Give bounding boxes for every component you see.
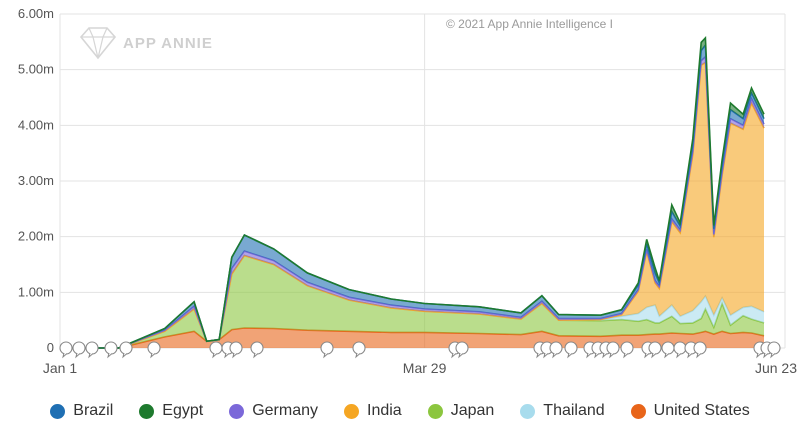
annotation-bubble-icon[interactable] bbox=[85, 341, 99, 359]
legend-swatch bbox=[229, 403, 245, 419]
annotation-bubble-icon[interactable] bbox=[540, 341, 554, 359]
legend-item-united-states[interactable]: United States bbox=[630, 402, 750, 420]
legend-item-germany[interactable]: Germany bbox=[229, 402, 318, 420]
annotation-bubble-icon[interactable] bbox=[767, 341, 781, 359]
axes: 0 1.00m 2.00m 3.00m 4.00m 5.00m 6.00m Jan 1 Mar … bbox=[18, 6, 797, 376]
annotation-bubble-icon[interactable] bbox=[72, 341, 86, 359]
annotation-bubble-icon[interactable] bbox=[673, 341, 687, 359]
stacked-area-chart: APP ANNIE © 2021 App Annie Intelligence … bbox=[18, 6, 797, 376]
annotation-bubble-icon[interactable] bbox=[250, 341, 264, 359]
annotation-bubble-icon[interactable] bbox=[59, 341, 73, 359]
annotation-bubble-icon[interactable] bbox=[693, 341, 707, 359]
legend-swatch bbox=[630, 403, 646, 419]
x-tick-label: Jun 23 bbox=[755, 360, 797, 376]
annotation-bubble-icon[interactable] bbox=[104, 341, 118, 359]
annotation-bubble-icon[interactable] bbox=[549, 341, 563, 359]
watermark-brand: APP ANNIE bbox=[123, 35, 213, 52]
annotation-bubble-icon[interactable] bbox=[620, 341, 634, 359]
annotation-markers bbox=[59, 341, 781, 359]
legend-item-japan[interactable]: Japan bbox=[427, 402, 495, 420]
copyright-credit: © 2021 App Annie Intelligence I bbox=[446, 17, 613, 31]
chart-legend: Brazil Egypt Germany India Japan Thailand Unit… bbox=[0, 402, 800, 420]
legend-label: Thailand bbox=[543, 402, 605, 419]
annotation-bubble-icon[interactable] bbox=[648, 341, 662, 359]
annotation-bubble-icon[interactable] bbox=[661, 341, 675, 359]
y-tick-label: 3.00m bbox=[18, 173, 54, 188]
annotation-bubble-icon[interactable] bbox=[564, 341, 578, 359]
diamond-icon bbox=[79, 27, 117, 60]
legend-swatch bbox=[139, 403, 155, 419]
legend-item-india[interactable]: India bbox=[344, 402, 402, 420]
legend-label: Germany bbox=[252, 402, 318, 419]
annotation-bubble-icon[interactable] bbox=[606, 341, 620, 359]
annotation-bubble-icon[interactable] bbox=[455, 341, 469, 359]
legend-label: Egypt bbox=[162, 402, 204, 419]
annotation-bubble-icon[interactable] bbox=[684, 341, 698, 359]
area-japan bbox=[60, 255, 764, 348]
legend-swatch bbox=[344, 403, 359, 419]
y-tick-label: 0 bbox=[47, 340, 54, 355]
y-tick-label: 6.00m bbox=[18, 6, 54, 21]
legend-label: India bbox=[367, 402, 402, 419]
series-areas bbox=[60, 35, 765, 349]
annotation-bubble-icon[interactable] bbox=[209, 341, 223, 359]
legend-swatch bbox=[520, 403, 536, 419]
line-egypt bbox=[60, 35, 765, 349]
y-tick-label: 2.00m bbox=[18, 229, 54, 244]
legend-item-thailand[interactable]: Thailand bbox=[520, 402, 605, 420]
legend-swatch bbox=[50, 403, 66, 419]
annotation-bubble-icon[interactable] bbox=[229, 341, 243, 359]
x-tick-label: Mar 29 bbox=[403, 360, 447, 376]
app-annie-watermark: APP ANNIE © 2021 App Annie Intelligence … bbox=[79, 17, 613, 60]
annotation-bubble-icon[interactable] bbox=[147, 341, 161, 359]
annotation-bubble-icon[interactable] bbox=[320, 341, 334, 359]
legend-item-brazil[interactable]: Brazil bbox=[50, 402, 113, 420]
annotation-bubble-icon[interactable] bbox=[119, 341, 133, 359]
y-tick-label: 5.00m bbox=[18, 62, 54, 77]
x-tick-label: Jan 1 bbox=[43, 360, 77, 376]
annotation-bubble-icon[interactable] bbox=[352, 341, 366, 359]
y-tick-label: 1.00m bbox=[18, 284, 54, 299]
legend-label: Brazil bbox=[73, 402, 114, 419]
legend-item-egypt[interactable]: Egypt bbox=[139, 402, 203, 420]
legend-label: Japan bbox=[450, 402, 495, 419]
gridlines bbox=[59, 13, 786, 349]
legend-swatch bbox=[427, 403, 443, 419]
y-tick-label: 4.00m bbox=[18, 117, 54, 132]
legend-label: United States bbox=[653, 402, 750, 419]
